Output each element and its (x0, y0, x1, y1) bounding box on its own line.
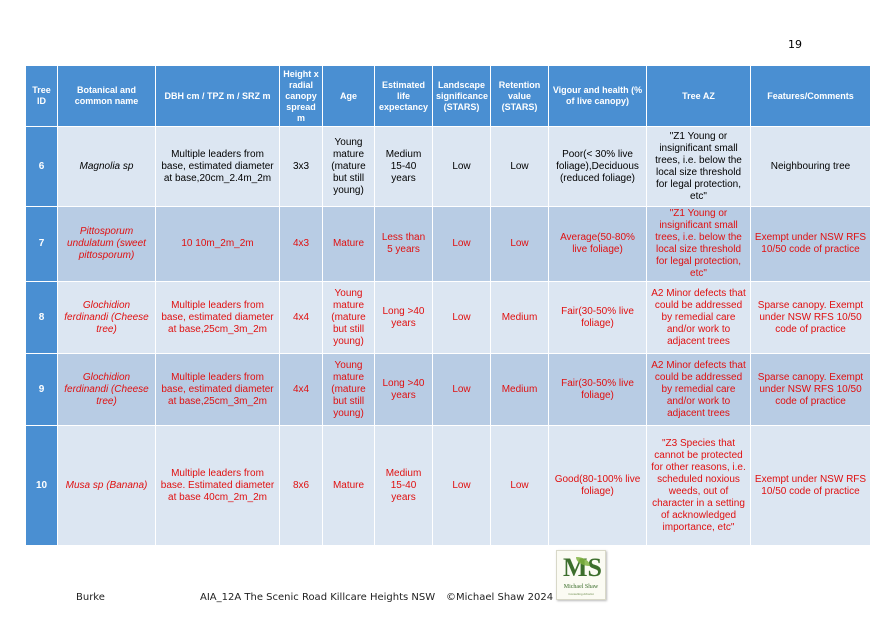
age-cell: Young mature (mature but still young) (322, 281, 375, 354)
header-vigour-health: Vigour and health (% of live canopy) (548, 65, 647, 127)
header-life-expectancy: Estimated life expectancy (374, 65, 433, 127)
tree-assessment-table: Tree ID Botanical and common name DBH cm… (25, 65, 871, 546)
tree-id-cell: 9 (25, 353, 58, 426)
header-features-comments: Features/Comments (750, 65, 871, 127)
footer-document-title: AIA_12A The Scenic Road Killcare Heights… (200, 592, 436, 603)
tree-id-cell: 8 (25, 281, 58, 354)
life-expectancy-cell: Medium 15-40 years (374, 126, 433, 207)
height-cell: 4x3 (279, 206, 323, 282)
vigour-health-cell: Fair(30-50% live foliage) (548, 281, 647, 354)
age-cell: Young mature (mature but still young) (322, 126, 375, 207)
table-row: 7 Pittosporum undulatum (sweet pittospor… (25, 206, 871, 282)
height-cell: 8x6 (279, 425, 323, 546)
botanical-name-cell: Glochidion ferdinandi (Cheese tree) (57, 353, 156, 426)
height-cell: 4x4 (279, 281, 323, 354)
life-expectancy-cell: Long >40 years (374, 353, 433, 426)
retention-value-cell: Medium (490, 281, 549, 354)
landscape-significance-cell: Low (432, 353, 491, 426)
retention-value-cell: Low (490, 126, 549, 207)
vigour-health-cell: Average(50-80% live foliage) (548, 206, 647, 282)
table-header-row: Tree ID Botanical and common name DBH cm… (25, 65, 871, 127)
botanical-name-cell: Glochidion ferdinandi (Cheese tree) (57, 281, 156, 354)
tree-id-cell: 7 (25, 206, 58, 282)
comments-cell: Exempt under NSW RFS 10/50 code of pract… (750, 425, 871, 546)
tree-az-cell: "Z1 Young or insignificant small trees, … (646, 126, 751, 207)
header-botanical-name: Botanical and common name (57, 65, 156, 127)
age-cell: Mature (322, 206, 375, 282)
header-retention-value: Retention value (STARS) (490, 65, 549, 127)
leaf-icon (576, 557, 590, 566)
header-landscape-significance: Landscape significance (STARS) (432, 65, 491, 127)
life-expectancy-cell: Medium 15-40 years (374, 425, 433, 546)
age-cell: Young mature (mature but still young) (322, 353, 375, 426)
retention-value-cell: Low (490, 206, 549, 282)
dbh-cell: Multiple leaders from base, estimated di… (155, 281, 280, 354)
michael-shaw-logo: MS Michael Shaw Consulting Arborist (556, 550, 606, 600)
comments-cell: Exempt under NSW RFS 10/50 code of pract… (750, 206, 871, 282)
dbh-cell: Multiple leaders from base, estimated di… (155, 353, 280, 426)
tree-id-cell: 6 (25, 126, 58, 207)
botanical-name-cell: Magnolia sp (57, 126, 156, 207)
landscape-significance-cell: Low (432, 281, 491, 354)
footer-author: Burke (76, 592, 105, 603)
dbh-cell: 10 10m_2m_2m (155, 206, 280, 282)
landscape-significance-cell: Low (432, 126, 491, 207)
tree-az-cell: A2 Minor defects that could be addressed… (646, 353, 751, 426)
tree-az-cell: "Z3 Species that cannot be protected for… (646, 425, 751, 546)
header-tree-id: Tree ID (25, 65, 58, 127)
header-height: Height x radial canopy spread m (279, 65, 323, 127)
height-cell: 3x3 (279, 126, 323, 207)
tree-az-cell: A2 Minor defects that could be addressed… (646, 281, 751, 354)
header-tree-az: Tree AZ (646, 65, 751, 127)
retention-value-cell: Low (490, 425, 549, 546)
tree-az-cell: "Z1 Young or insignificant small trees, … (646, 206, 751, 282)
logo-tagline: Consulting Arborist (568, 592, 594, 596)
retention-value-cell: Medium (490, 353, 549, 426)
logo-name: Michael Shaw (563, 584, 599, 590)
vigour-health-cell: Good(80-100% live foliage) (548, 425, 647, 546)
page-number: 19 (788, 38, 802, 51)
landscape-significance-cell: Low (432, 425, 491, 546)
table-row: 8 Glochidion ferdinandi (Cheese tree) Mu… (25, 281, 871, 354)
comments-cell: Sparse canopy. Exempt under NSW RFS 10/5… (750, 281, 871, 354)
comments-cell: Sparse canopy. Exempt under NSW RFS 10/5… (750, 353, 871, 426)
comments-cell: Neighbouring tree (750, 126, 871, 207)
life-expectancy-cell: Less than 5 years (374, 206, 433, 282)
botanical-name-cell: Musa sp (Banana) (57, 425, 156, 546)
footer-copyright: ©Michael Shaw 2024 (446, 592, 554, 603)
tree-id-cell: 10 (25, 425, 58, 546)
dbh-cell: Multiple leaders from base, estimated di… (155, 126, 280, 207)
header-age: Age (322, 65, 375, 127)
age-cell: Mature (322, 425, 375, 546)
header-dbh: DBH cm / TPZ m / SRZ m (155, 65, 280, 127)
dbh-cell: Multiple leaders from base. Estimated di… (155, 425, 280, 546)
vigour-health-cell: Poor(< 30% live foliage),Deciduous (redu… (548, 126, 647, 207)
table-row: 10 Musa sp (Banana) Multiple leaders fro… (25, 425, 871, 546)
height-cell: 4x4 (279, 353, 323, 426)
table-row: 9 Glochidion ferdinandi (Cheese tree) Mu… (25, 353, 871, 426)
landscape-significance-cell: Low (432, 206, 491, 282)
life-expectancy-cell: Long >40 years (374, 281, 433, 354)
table-row: 6 Magnolia sp Multiple leaders from base… (25, 126, 871, 207)
botanical-name-cell: Pittosporum undulatum (sweet pittosporum… (57, 206, 156, 282)
vigour-health-cell: Fair(30-50% live foliage) (548, 353, 647, 426)
